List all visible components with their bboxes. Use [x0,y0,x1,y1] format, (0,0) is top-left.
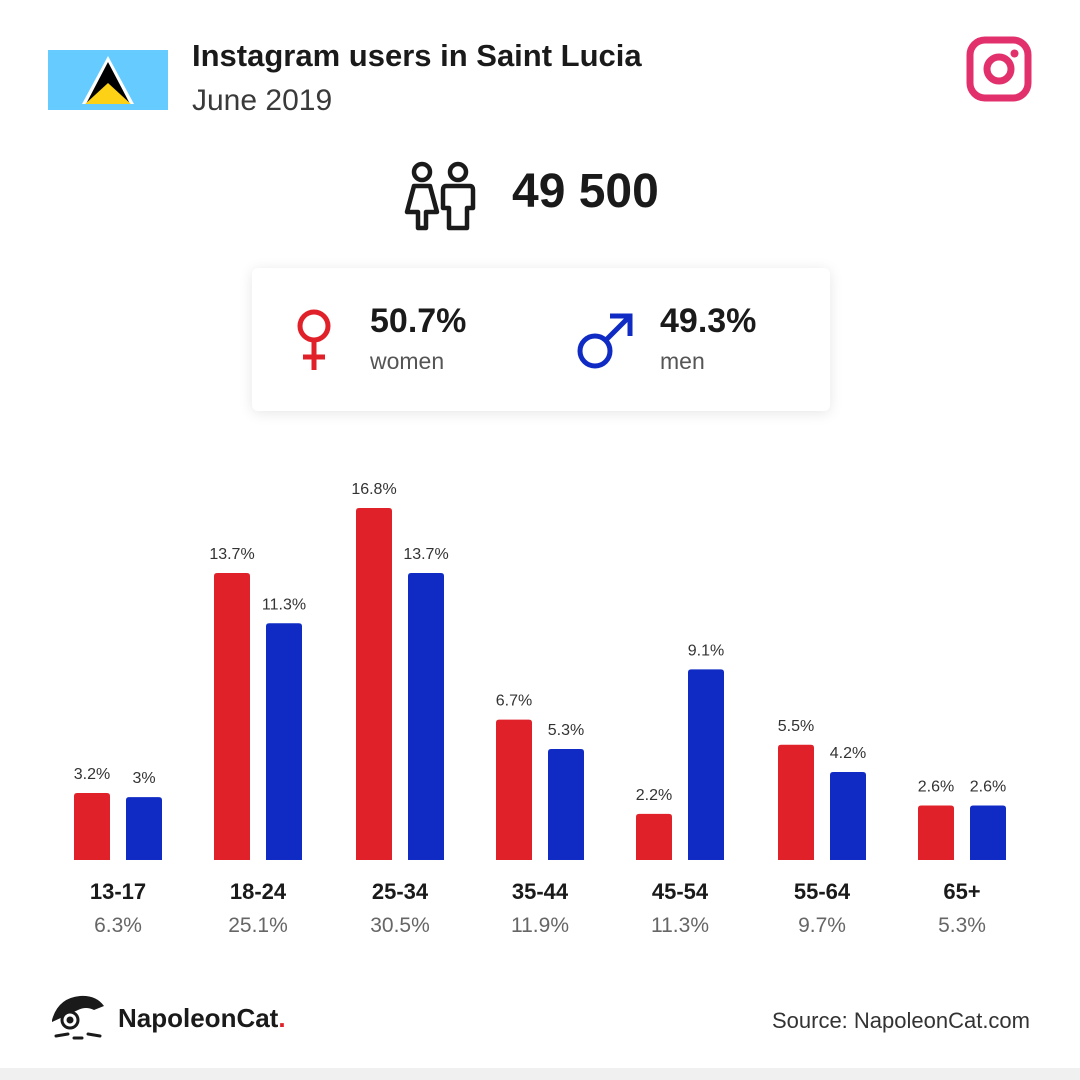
men-bar-35-44 [548,748,584,860]
women-value-label-18-24: 13.7% [209,546,254,563]
men-label: men [660,348,705,374]
men-bar-55-64 [830,772,866,860]
age-group-total-13-17: 6.3% [94,914,142,937]
men-value-label-18-24: 11.3% [262,596,306,613]
age-group-total-35-44: 11.9% [511,914,569,937]
men-percentage: 49.3% [660,302,757,340]
people-icon [404,161,476,231]
instagram-icon [966,36,1032,102]
men-value-label-25-34: 13.7% [403,546,448,563]
men-value-label-55-64: 4.2% [830,745,866,762]
women-value-label-13-17: 3.2% [74,766,110,783]
women-bar-65+ [918,805,954,860]
total-users-value: 49 500 [512,165,659,218]
gender-card: 50.7% women 49.3% men [252,268,830,411]
women-bar-25-34 [356,508,392,860]
women-value-label-45-54: 2.2% [636,787,672,804]
women-value-label-25-34: 16.8% [351,481,396,498]
footer-strip [0,1068,1080,1080]
women-value-label-55-64: 5.5% [778,718,814,735]
women-bar-13-17 [74,792,110,860]
saint-lucia-flag [48,50,168,110]
women-bar-18-24 [214,572,250,860]
men-value-label-35-44: 5.3% [548,722,584,739]
women-label: women [370,348,445,374]
male-symbol-icon [577,313,633,369]
men-value-label-65+: 2.6% [970,779,1006,796]
female-symbol-icon [297,309,331,370]
age-group-label-45-54: 45-54 [652,879,709,904]
women-bar-35-44 [496,719,532,860]
women-bar-45-54 [636,813,672,860]
age-group-label-13-17: 13-17 [90,879,146,904]
men-value-label-13-17: 3% [132,770,155,787]
women-value-label-65+: 2.6% [918,779,954,796]
age-group-total-65+: 5.3% [938,914,986,937]
men-bar-25-34 [408,572,444,860]
age-group-label-35-44: 35-44 [512,879,569,904]
napoleoncat-logo-icon [52,995,104,1040]
age-gender-bar-chart: 3.2% 3% 13-17 6.3% 13.7% 11.3% 18-24 25.1% 16.8%… [74,481,1006,937]
age-group-label-18-24: 18-24 [230,879,287,904]
women-value-label-35-44: 6.7% [496,693,532,710]
age-group-label-65+: 65+ [943,879,980,904]
men-value-label-45-54: 9.1% [688,642,724,659]
age-group-label-25-34: 25-34 [372,879,429,904]
age-group-total-25-34: 30.5% [370,914,430,937]
chart-subtitle: June 2019 [192,84,333,117]
age-group-total-55-64: 9.7% [798,914,846,937]
men-bar-65+ [970,805,1006,860]
men-bar-18-24 [266,623,302,860]
source-credit: Source: NapoleonCat.com [771,1008,1030,1033]
napoleoncat-logo-text: NapoleonCat. [118,1003,286,1033]
women-percentage: 50.7% [370,302,467,340]
age-group-total-45-54: 11.3% [651,914,709,937]
chart-title: Instagram users in Saint Lucia [192,38,642,73]
men-bar-13-17 [126,797,162,860]
women-bar-55-64 [778,744,814,860]
age-group-total-18-24: 25.1% [228,914,288,937]
men-bar-45-54 [688,669,724,860]
age-group-label-55-64: 55-64 [794,879,851,904]
